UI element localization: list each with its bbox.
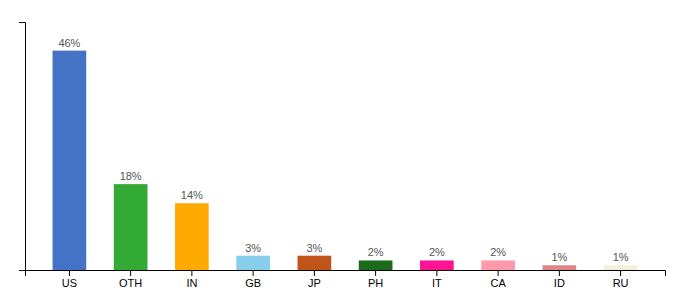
x-tick-mark	[69, 270, 70, 276]
x-tick: PH	[368, 270, 383, 289]
x-tick-mark	[436, 270, 437, 276]
x-tick-label: IN	[186, 277, 197, 289]
x-tick-label: OTH	[119, 277, 142, 289]
data-label: 1%	[551, 251, 567, 263]
data-label: 46%	[58, 37, 80, 49]
data-label: 14%	[181, 189, 203, 201]
x-tick: RU	[613, 270, 629, 289]
x-tick: CA	[490, 270, 506, 289]
x-axis: US OTH IN GB JP PH IT CA ID RU	[26, 270, 666, 289]
x-tick: GB	[245, 270, 261, 289]
data-label: 1%	[613, 251, 629, 263]
x-tick-label: RU	[613, 277, 629, 289]
x-tick-label: IT	[432, 277, 442, 289]
y-axis	[19, 23, 26, 271]
bar	[420, 260, 454, 270]
x-tick-label: CA	[490, 277, 506, 289]
x-tick-mark	[191, 270, 192, 276]
x-tick-mark	[314, 270, 315, 276]
x-tick: IN	[186, 270, 197, 289]
x-tick-mark	[559, 270, 560, 276]
x-tick: ID	[554, 270, 565, 289]
plot-area	[53, 51, 638, 270]
x-tick-label: GB	[245, 277, 261, 289]
x-tick: JP	[308, 270, 321, 289]
data-label: 3%	[245, 242, 261, 254]
x-tick-label: US	[62, 277, 77, 289]
data-label: 3%	[306, 242, 322, 254]
bar	[604, 265, 638, 270]
x-tick-label: PH	[368, 277, 383, 289]
bar	[359, 260, 393, 270]
bar	[53, 51, 87, 270]
x-tick-mark	[130, 270, 131, 276]
bar	[543, 265, 577, 270]
y-axis-line	[19, 23, 26, 271]
bar	[481, 260, 515, 270]
x-tick: IT	[432, 270, 442, 289]
data-label: 2%	[429, 246, 445, 258]
x-tick-mark	[253, 270, 254, 276]
data-labels: 46% 18% 14% 3% 3% 2% 2% 2% 1% 1%	[58, 37, 628, 264]
x-tick: US	[62, 270, 77, 289]
bar	[298, 256, 332, 270]
bar	[175, 203, 209, 270]
x-tick-mark	[375, 270, 376, 276]
x-tick-mark	[620, 270, 621, 276]
x-tick: OTH	[119, 270, 142, 289]
data-label: 2%	[490, 246, 506, 258]
x-tick-mark	[498, 270, 499, 276]
data-label: 18%	[120, 170, 142, 182]
x-tick-label: JP	[308, 277, 321, 289]
x-axis-line	[26, 271, 666, 277]
bar	[236, 256, 270, 270]
chart: 46% 18% 14% 3% 3% 2% 2% 2% 1% 1% US OTH IN GB JP PH IT CA…	[0, 0, 680, 300]
x-tick-label: ID	[554, 277, 565, 289]
bar	[114, 184, 148, 270]
data-label: 2%	[368, 246, 384, 258]
